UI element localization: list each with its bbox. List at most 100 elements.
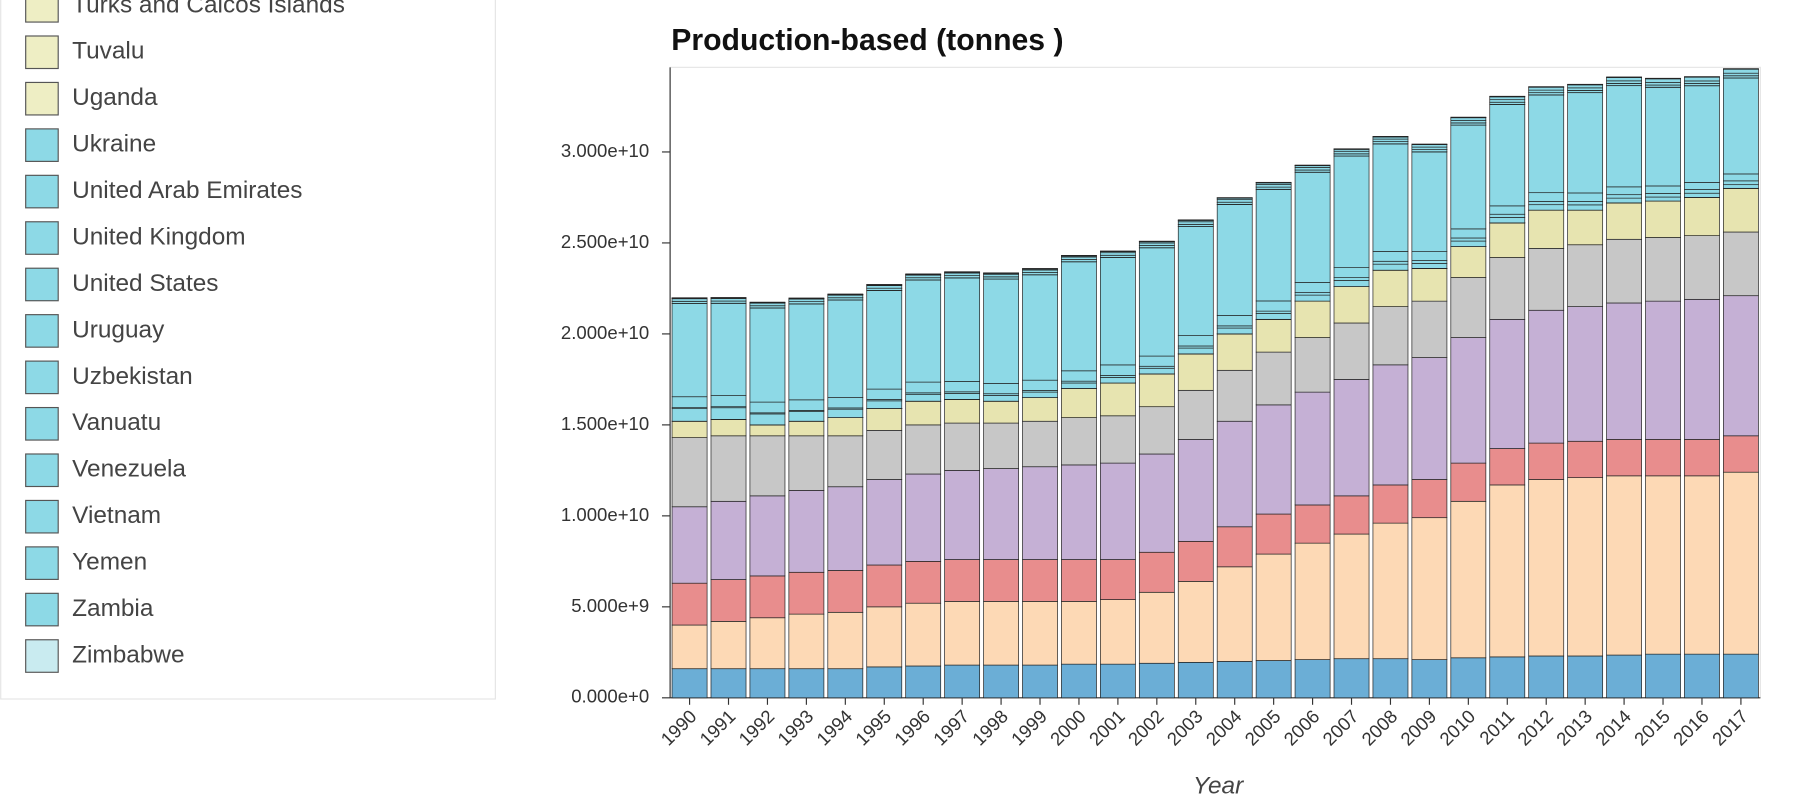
legend-label: Zambia <box>72 595 154 622</box>
bar-segment <box>1411 517 1448 660</box>
bar-segment <box>1022 466 1058 560</box>
bar-segment <box>1255 351 1292 406</box>
bar-segment <box>1333 280 1370 287</box>
bar-segment <box>1489 257 1526 320</box>
bar-segment <box>1216 661 1253 699</box>
bar-segment <box>788 435 825 491</box>
bar-segment <box>671 303 708 398</box>
bar-segment <box>1489 96 1526 101</box>
bar-segment <box>788 490 825 573</box>
bar-segment <box>1177 347 1214 355</box>
bar-segment <box>1177 226 1214 336</box>
bar-segment <box>1606 302 1642 440</box>
x-tick-label: 2002 <box>1124 706 1168 750</box>
bar-segment <box>1061 559 1097 602</box>
bar-segment <box>1333 267 1370 278</box>
bar-segment <box>1177 353 1214 391</box>
bar-segment <box>1684 182 1720 190</box>
legend-label: Tuvalu <box>72 38 144 65</box>
x-tick-label: 1996 <box>890 706 934 750</box>
bar-segment <box>1216 199 1253 203</box>
bar-segment <box>1022 274 1058 381</box>
bar-segment <box>1333 150 1370 155</box>
y-tick-label: 2.000e+10 <box>561 322 649 343</box>
bar-segment <box>1645 200 1681 238</box>
x-tick-label: 1999 <box>1007 706 1051 750</box>
bar-segment <box>827 611 864 670</box>
x-tick-label: 2017 <box>1708 706 1752 750</box>
bar-segment <box>1061 388 1097 418</box>
bar-segment <box>1567 244 1604 307</box>
bar-segment <box>1723 653 1759 699</box>
bar-segment <box>1450 228 1487 239</box>
bar-segment <box>1294 542 1331 660</box>
bar-segment <box>1723 187 1759 233</box>
bar-segment <box>749 413 786 426</box>
bar-segment <box>710 621 747 670</box>
bar-segment <box>788 613 825 670</box>
bar-segment <box>749 401 786 414</box>
bar-segment <box>1489 205 1526 215</box>
bar-segment <box>788 668 825 699</box>
bar-segment <box>1723 435 1759 473</box>
bar-segment <box>1333 658 1370 699</box>
bar-segment <box>1255 300 1292 312</box>
bar-segment <box>944 601 981 666</box>
bar-segment <box>1061 663 1097 699</box>
bar-segment <box>1333 277 1370 281</box>
legend-swatch <box>25 499 59 534</box>
bar-segment <box>671 396 708 409</box>
x-tick-label: 1993 <box>773 706 817 750</box>
bar-segment <box>1450 337 1487 464</box>
bar-segment <box>1606 186 1642 196</box>
bar-segment <box>1645 78 1681 83</box>
legend-label: United States <box>72 270 218 297</box>
bar-segment <box>1411 300 1448 358</box>
bar-segment <box>1372 306 1409 366</box>
bar-segment <box>1177 221 1214 225</box>
bar-segment <box>1723 77 1759 175</box>
bar-segment <box>1255 660 1292 699</box>
bar-segment <box>1294 391 1331 506</box>
bar-segment <box>1255 184 1292 188</box>
legend-label: Uzbekistan <box>72 363 193 390</box>
bar-segment <box>1100 257 1136 366</box>
bar-segment <box>1645 300 1681 440</box>
bar-segment <box>1022 559 1058 602</box>
bar-segment <box>1450 462 1487 502</box>
bar-segment <box>1411 268 1448 302</box>
bar-segment <box>749 302 786 307</box>
bar-segment <box>1372 143 1409 252</box>
bar-segment <box>1645 185 1681 194</box>
x-tick-label: 1997 <box>929 706 973 750</box>
legend-swatch <box>25 128 59 162</box>
bar-segment <box>983 383 1019 395</box>
bar-segment <box>1684 298 1720 440</box>
bar-segment <box>1255 189 1292 302</box>
bar-segment <box>1333 155 1370 268</box>
bar-segment <box>749 668 786 699</box>
bar-segment <box>1061 464 1097 560</box>
bar-segment <box>1100 462 1136 560</box>
bar-segment <box>1022 420 1058 468</box>
bar-segment <box>905 602 942 667</box>
bar-segment <box>749 424 786 437</box>
bar-segment <box>1606 194 1642 199</box>
bar-segment <box>710 302 747 396</box>
bar-segment <box>1489 319 1526 449</box>
bar-segment <box>1294 504 1331 544</box>
bar-segment <box>1255 553 1292 661</box>
bar-segment <box>710 435 747 502</box>
bar-segment <box>1684 85 1720 183</box>
legend-label: United Kingdom <box>72 223 245 250</box>
bar-segment <box>788 298 825 302</box>
legend-label: Turks and Caicos Islands <box>72 0 345 18</box>
bar-segment <box>1528 89 1565 94</box>
legend-swatch <box>25 314 59 348</box>
bar-segment <box>1450 117 1487 121</box>
bar-segment <box>827 486 864 571</box>
bar-segment <box>1528 94 1565 194</box>
bar-segment <box>1333 379 1370 497</box>
bar-segment <box>671 408 708 422</box>
y-tick-label: 0.000e+0 <box>571 686 649 707</box>
